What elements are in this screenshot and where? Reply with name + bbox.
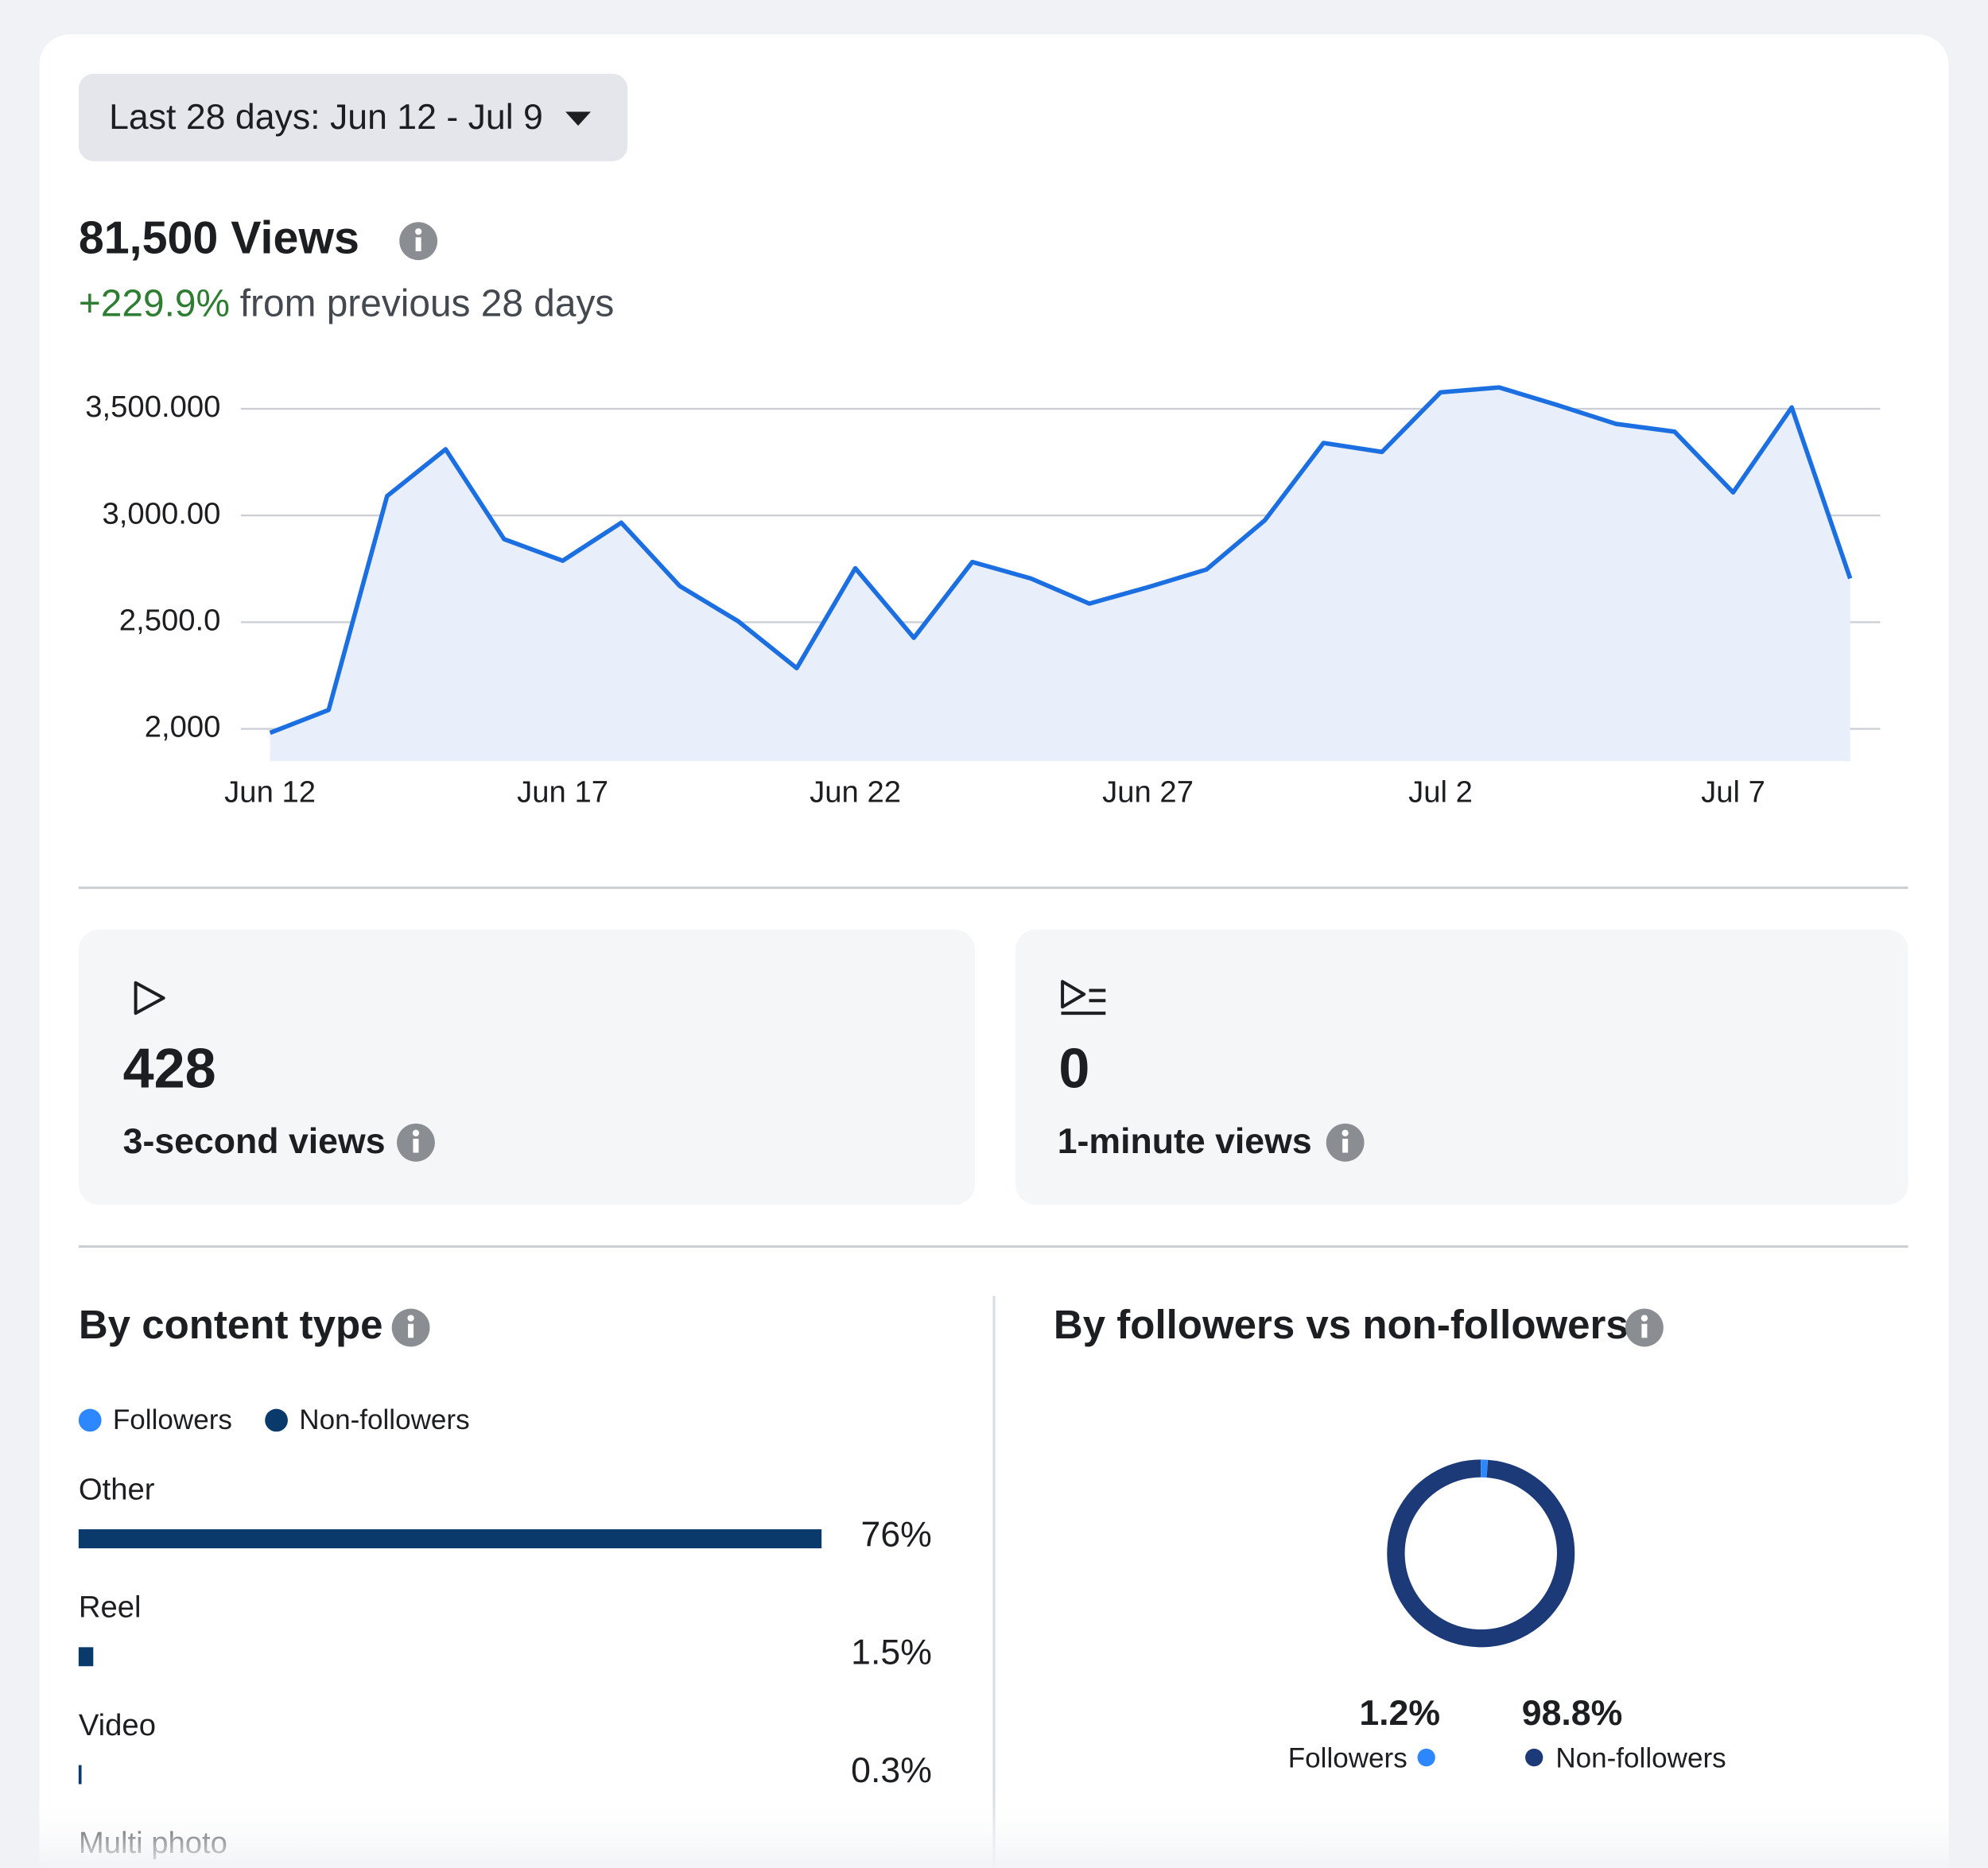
x-tick-label: Jun 12 <box>224 775 316 809</box>
change-text: from previous 28 days <box>240 282 615 324</box>
y-tick-label: 2,500.0 <box>119 604 221 638</box>
change-value: +229.9% <box>79 282 230 324</box>
value-label: 1.2% <box>1359 1694 1440 1733</box>
date-dropdown[interactable] <box>78 73 628 161</box>
bar <box>78 1765 82 1785</box>
stat-label: 3-second views <box>123 1122 386 1161</box>
legend-dot <box>1417 1748 1435 1767</box>
legend-label: Non-followers <box>1555 1743 1726 1774</box>
total-views: 81,500 Views <box>79 212 359 263</box>
legend-dot <box>265 1408 288 1432</box>
legend-label: Followers <box>113 1404 232 1435</box>
x-tick-label: Jun 22 <box>810 775 901 809</box>
x-tick-label: Jul 7 <box>1701 775 1765 809</box>
section-title: By followers vs non-followers <box>1054 1302 1629 1347</box>
info-icon[interactable] <box>399 222 438 261</box>
stat-card <box>78 929 976 1205</box>
legend-dot <box>78 1408 102 1432</box>
stat-card <box>1015 929 1908 1205</box>
y-tick-label: 3,000.00 <box>103 496 221 530</box>
scroll-fade <box>39 1794 1949 1868</box>
info-icon[interactable] <box>1326 1123 1365 1162</box>
value-label: 1.5% <box>851 1633 932 1672</box>
dropdown-arrow[interactable] <box>565 111 591 126</box>
play-list-icon <box>1061 980 1106 1016</box>
x-tick-label: Jun 27 <box>1102 775 1194 809</box>
bar <box>78 1647 94 1667</box>
category-label: Reel <box>79 1590 142 1625</box>
line-chart: 2,000 2,500.0 3,000.00 3,500.000 Jun 12 Jun 1… <box>85 385 1881 809</box>
donut-chart: 1.2% 98.8% Followers Non-followers <box>1288 1459 1726 1774</box>
donut-segment <box>1387 1459 1575 1648</box>
change-line: +229.9% from previous 28 days <box>79 282 614 324</box>
value-label: 0.3% <box>851 1751 932 1790</box>
play-icon <box>134 981 165 1016</box>
info-icon[interactable] <box>397 1123 435 1162</box>
bar <box>78 1529 822 1548</box>
value-label: 76% <box>861 1515 932 1554</box>
stat-label: 1-minute views <box>1058 1122 1312 1161</box>
category-label: Video <box>79 1708 156 1742</box>
y-tick-label: 3,500.000 <box>85 390 220 424</box>
value-label: 98.8% <box>1522 1694 1623 1733</box>
info-icon[interactable] <box>391 1308 430 1347</box>
line <box>269 385 1853 736</box>
legend-label: Non-followers <box>299 1404 469 1435</box>
date-range[interactable]: Last 28 days: Jun 12 - Jul 9 <box>109 98 543 137</box>
stat-value: 0 <box>1058 1037 1089 1100</box>
category-label: Other <box>79 1472 155 1506</box>
y-tick-label: 2,000 <box>145 710 221 744</box>
legend-dot <box>1525 1748 1543 1767</box>
section-title: By content type <box>79 1302 383 1347</box>
info-icon[interactable] <box>1625 1308 1664 1347</box>
legend-label: Followers <box>1288 1743 1408 1774</box>
area <box>270 387 1850 761</box>
x-tick-label: Jun 17 <box>517 775 608 809</box>
stat-value: 428 <box>123 1037 216 1100</box>
x-tick-label: Jul 2 <box>1408 775 1473 809</box>
